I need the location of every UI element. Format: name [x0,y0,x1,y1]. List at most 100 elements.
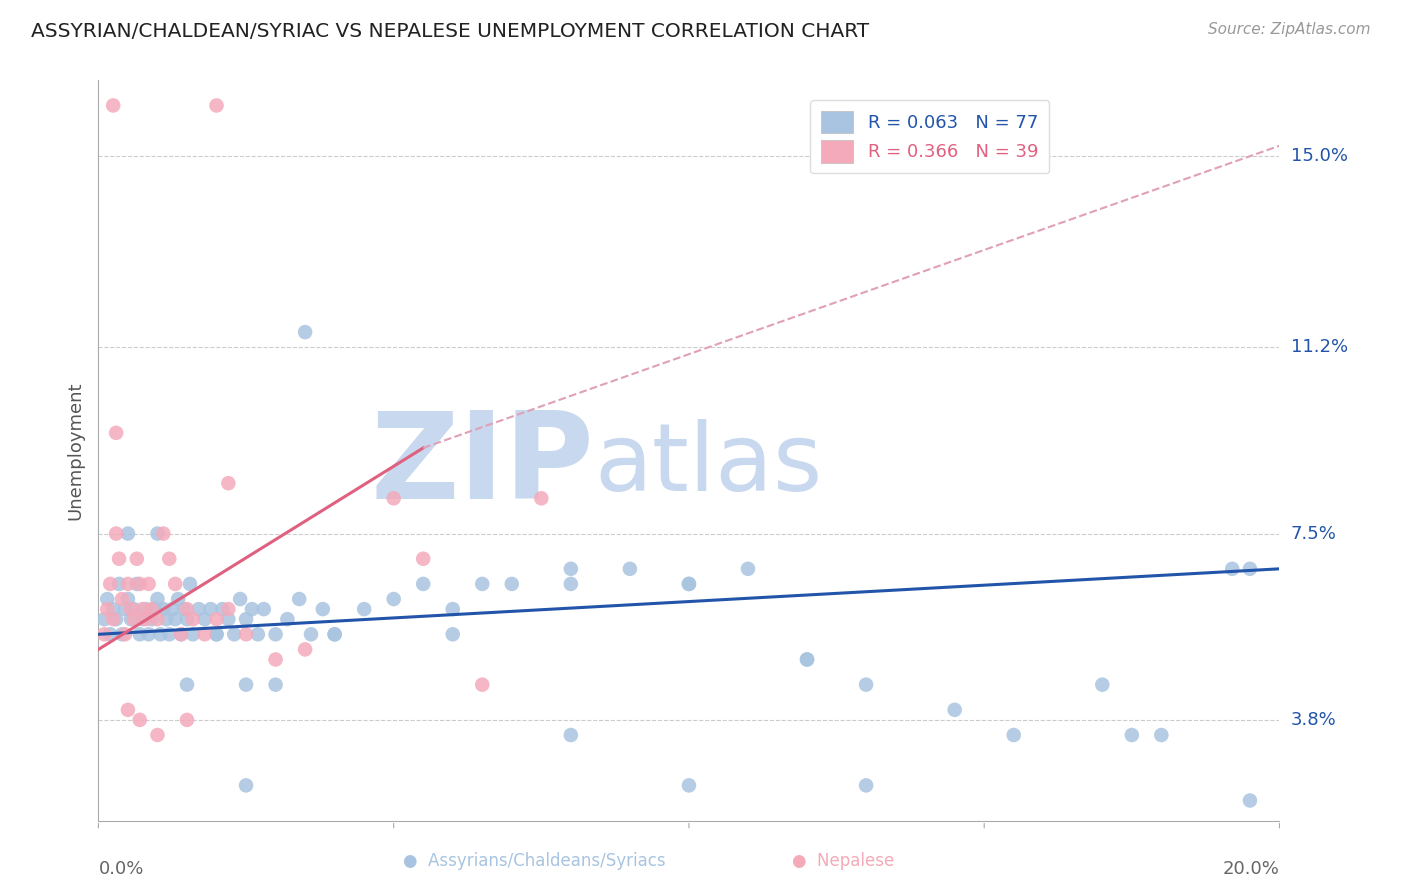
Point [103,98,125,112]
Point [125,577,148,591]
Point [132,602,155,616]
Point [382,592,405,607]
Point [737,562,759,576]
Text: 3.8%: 3.8% [1291,711,1336,729]
Point [796,652,818,666]
Text: ●  Assyrians/Chaldeans/Syriacs: ● Assyrians/Chaldeans/Syriacs [404,852,665,870]
Point [205,627,228,641]
Point [105,612,128,626]
Text: 20.0%: 20.0% [1223,860,1279,878]
Point [179,577,201,591]
Point [299,627,322,641]
Text: ●  Nepalese: ● Nepalese [793,852,894,870]
Point [235,627,257,641]
Point [412,551,434,566]
Point [312,602,335,616]
Point [560,562,582,576]
Point [855,778,877,792]
Point [253,602,276,616]
Point [176,602,198,616]
Point [264,652,287,666]
Point [135,612,157,626]
Point [678,577,700,591]
Point [288,592,311,607]
Point [235,778,257,792]
Point [170,627,193,641]
Point [530,491,553,506]
Point [1091,678,1114,692]
Point [678,577,700,591]
Point [176,713,198,727]
Point [264,678,287,692]
Point [117,526,139,541]
Point [105,425,128,440]
Point [205,627,228,641]
Point [98,627,121,641]
Point [96,602,118,616]
Point [471,577,494,591]
Point [181,612,204,626]
Point [152,602,174,616]
Y-axis label: Unemployment: Unemployment [66,381,84,520]
Point [194,627,217,641]
Point [471,678,494,692]
Point [125,551,148,566]
Point [246,627,269,641]
Point [181,627,204,641]
Text: ASSYRIAN/CHALDEAN/SYRIAC VS NEPALESE UNEMPLOYMENT CORRELATION CHART: ASSYRIAN/CHALDEAN/SYRIAC VS NEPALESE UNE… [31,22,869,41]
Point [117,703,139,717]
Point [132,612,155,626]
Point [122,602,145,616]
Point [152,526,174,541]
Point [441,627,464,641]
Point [114,602,136,616]
Point [157,551,180,566]
Point [135,602,157,616]
Point [217,602,239,616]
Text: 7.5%: 7.5% [1291,524,1337,542]
Point [235,612,257,626]
Point [143,602,166,616]
Text: 11.2%: 11.2% [1291,338,1348,356]
Point [111,592,134,607]
Point [276,612,298,626]
Point [855,678,877,692]
Point [146,612,169,626]
Point [1150,728,1173,742]
Point [167,592,190,607]
Point [117,592,139,607]
Point [235,678,257,692]
Point [412,577,434,591]
Point [943,703,966,717]
Point [382,491,405,506]
Point [141,602,163,616]
Point [157,627,180,641]
Point [138,577,160,591]
Point [224,627,246,641]
Point [560,728,582,742]
Point [146,728,169,742]
Point [229,592,252,607]
Point [217,612,239,626]
Point [120,602,142,616]
Point [240,602,263,616]
Point [211,602,233,616]
Point [96,592,118,607]
Point [128,713,150,727]
Point [1121,728,1143,742]
Point [128,577,150,591]
Text: atlas: atlas [595,419,823,511]
Point [501,577,523,591]
Point [146,592,169,607]
Point [149,627,172,641]
Point [294,325,316,339]
Text: 0.0%: 0.0% [98,860,143,878]
Point [176,678,198,692]
Point [170,627,193,641]
Point [128,627,150,641]
Point [187,602,209,616]
Point [796,652,818,666]
Point [111,627,134,641]
Point [108,551,131,566]
Point [108,577,131,591]
